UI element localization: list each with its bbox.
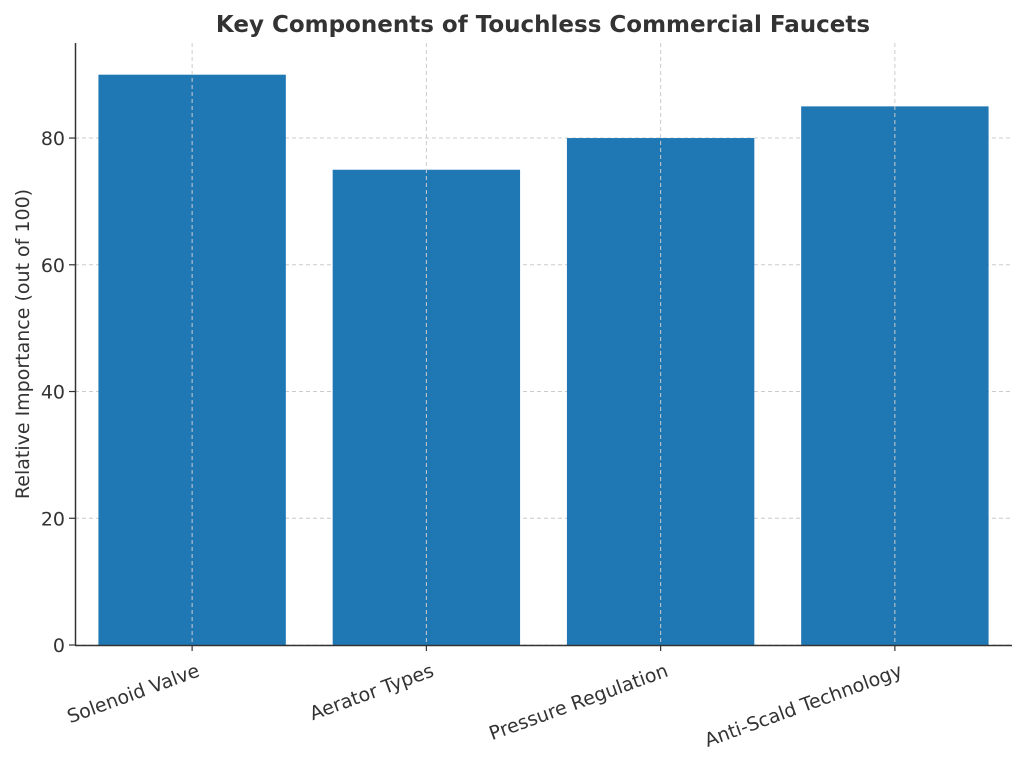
y-ticks: 0 20 40 60 80 [41, 128, 75, 657]
vertical-grid [191, 43, 896, 645]
y-tick-label: 80 [41, 128, 65, 150]
y-tick-label: 0 [53, 635, 65, 657]
x-tick-label: Anti-Scald Technology [702, 660, 906, 752]
y-tick-label: 40 [41, 382, 65, 404]
x-tick-label: Pressure Regulation [486, 660, 671, 745]
chart-title: Key Components of Touchless Commercial F… [216, 12, 870, 38]
x-tick-label: Aerator Types [307, 660, 437, 725]
bars [98, 74, 989, 646]
y-tick-label: 60 [41, 255, 65, 277]
y-axis-label: Relative Importance (out of 100) [12, 189, 34, 499]
y-tick-label: 20 [41, 508, 65, 530]
x-ticks: Solenoid Valve Aerator Types Pressure Regu… [64, 645, 905, 752]
bar [566, 138, 755, 646]
x-tick-label: Solenoid Valve [64, 660, 202, 728]
